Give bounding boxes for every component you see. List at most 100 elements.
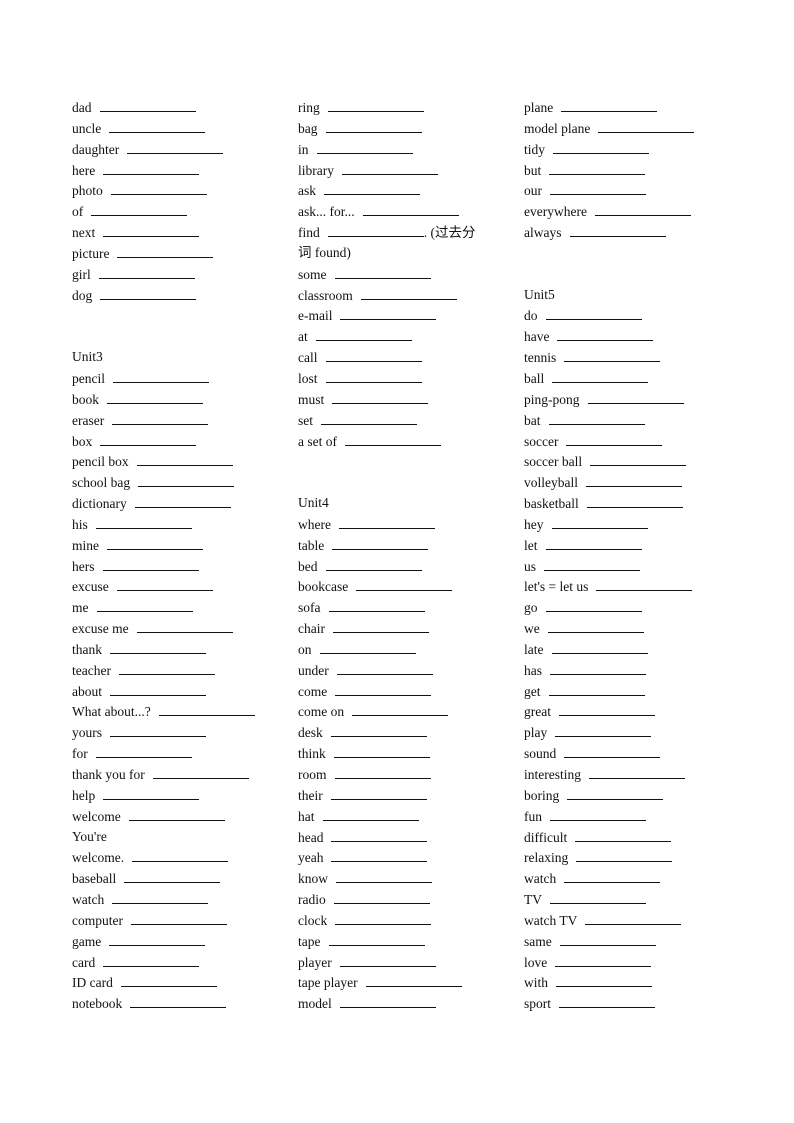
answer-blank[interactable] — [558, 701, 655, 717]
answer-blank[interactable] — [559, 931, 656, 946]
answer-blank[interactable] — [110, 639, 206, 654]
answer-blank[interactable] — [344, 431, 441, 446]
answer-blank[interactable] — [545, 597, 642, 613]
answer-blank[interactable] — [590, 451, 687, 467]
answer-blank[interactable] — [545, 535, 642, 550]
answer-blank[interactable] — [550, 806, 646, 821]
answer-blank[interactable] — [561, 97, 658, 112]
answer-blank[interactable] — [112, 889, 209, 905]
answer-blank[interactable] — [152, 764, 249, 779]
answer-blank[interactable] — [550, 180, 646, 196]
answer-blank[interactable] — [120, 972, 217, 988]
answer-blank[interactable] — [332, 618, 429, 634]
answer-blank[interactable] — [100, 285, 197, 300]
answer-blank[interactable] — [330, 785, 427, 800]
answer-blank[interactable] — [335, 910, 432, 925]
answer-blank[interactable] — [325, 347, 422, 363]
answer-blank[interactable] — [319, 639, 416, 654]
answer-blank[interactable] — [587, 389, 684, 404]
answer-blank[interactable] — [138, 472, 235, 488]
answer-blank[interactable] — [356, 576, 453, 592]
answer-blank[interactable] — [95, 514, 192, 529]
answer-blank[interactable] — [316, 139, 413, 154]
answer-blank[interactable] — [352, 701, 449, 717]
answer-blank[interactable] — [545, 305, 642, 321]
answer-blank[interactable] — [552, 368, 649, 383]
answer-blank[interactable] — [332, 389, 429, 404]
answer-blank[interactable] — [158, 701, 255, 717]
answer-blank[interactable] — [333, 889, 430, 905]
answer-blank[interactable] — [334, 264, 431, 279]
answer-blank[interactable] — [566, 431, 663, 446]
answer-blank[interactable] — [555, 722, 652, 738]
answer-blank[interactable] — [575, 827, 672, 842]
answer-blank[interactable] — [127, 139, 224, 154]
answer-blank[interactable] — [564, 868, 661, 884]
answer-blank[interactable] — [339, 993, 436, 1009]
answer-blank[interactable] — [124, 868, 221, 884]
answer-blank[interactable] — [555, 952, 652, 967]
answer-blank[interactable] — [95, 743, 192, 759]
answer-blank[interactable] — [325, 556, 422, 571]
answer-blank[interactable] — [112, 410, 209, 425]
answer-blank[interactable] — [564, 347, 661, 363]
answer-blank[interactable] — [96, 597, 193, 613]
answer-blank[interactable] — [91, 201, 188, 217]
answer-blank[interactable] — [331, 847, 428, 863]
answer-blank[interactable] — [340, 305, 437, 321]
answer-blank[interactable] — [102, 556, 199, 571]
answer-blank[interactable] — [128, 806, 225, 821]
answer-blank[interactable] — [110, 722, 206, 738]
answer-blank[interactable] — [333, 743, 430, 759]
answer-blank[interactable] — [117, 243, 214, 258]
answer-blank[interactable] — [132, 847, 229, 863]
answer-blank[interactable] — [585, 910, 682, 925]
answer-blank[interactable] — [118, 660, 215, 675]
answer-blank[interactable] — [576, 847, 673, 863]
answer-blank[interactable] — [589, 764, 685, 779]
answer-blank[interactable] — [360, 285, 457, 300]
answer-blank[interactable] — [569, 222, 666, 238]
answer-blank[interactable] — [130, 993, 227, 1009]
answer-blank[interactable] — [331, 827, 428, 842]
answer-blank[interactable] — [336, 868, 432, 884]
answer-blank[interactable] — [113, 368, 209, 383]
answer-blank[interactable] — [362, 201, 459, 217]
answer-blank[interactable] — [330, 722, 427, 738]
answer-blank[interactable] — [365, 972, 462, 988]
answer-blank[interactable] — [315, 326, 412, 342]
answer-blank[interactable] — [136, 618, 233, 634]
answer-blank[interactable] — [332, 535, 429, 550]
answer-blank[interactable] — [556, 972, 653, 988]
answer-blank[interactable] — [551, 514, 648, 529]
answer-blank[interactable] — [116, 576, 213, 592]
answer-blank[interactable] — [107, 389, 203, 404]
answer-blank[interactable] — [322, 806, 419, 821]
answer-blank[interactable] — [110, 681, 206, 696]
answer-blank[interactable] — [103, 952, 200, 967]
answer-blank[interactable] — [335, 681, 432, 696]
answer-blank[interactable] — [550, 889, 646, 905]
answer-blank[interactable] — [547, 618, 644, 634]
answer-blank[interactable] — [559, 993, 655, 1009]
answer-blank[interactable] — [103, 785, 200, 800]
answer-blank[interactable] — [325, 118, 422, 133]
answer-blank[interactable] — [564, 743, 661, 759]
answer-blank[interactable] — [548, 410, 645, 425]
answer-blank[interactable] — [328, 597, 425, 613]
answer-blank[interactable] — [109, 118, 206, 133]
answer-blank[interactable] — [339, 952, 436, 967]
answer-blank[interactable] — [557, 326, 654, 342]
answer-blank[interactable] — [549, 160, 646, 175]
answer-blank[interactable] — [98, 264, 195, 279]
answer-blank[interactable] — [550, 660, 646, 675]
answer-blank[interactable] — [551, 639, 648, 654]
answer-blank[interactable] — [107, 535, 203, 550]
answer-blank[interactable] — [544, 556, 641, 571]
answer-blank[interactable] — [327, 222, 424, 238]
answer-blank[interactable] — [586, 493, 683, 509]
answer-blank[interactable] — [328, 931, 425, 946]
answer-blank[interactable] — [338, 514, 435, 529]
answer-blank[interactable] — [324, 180, 420, 196]
answer-blank[interactable] — [136, 451, 233, 467]
